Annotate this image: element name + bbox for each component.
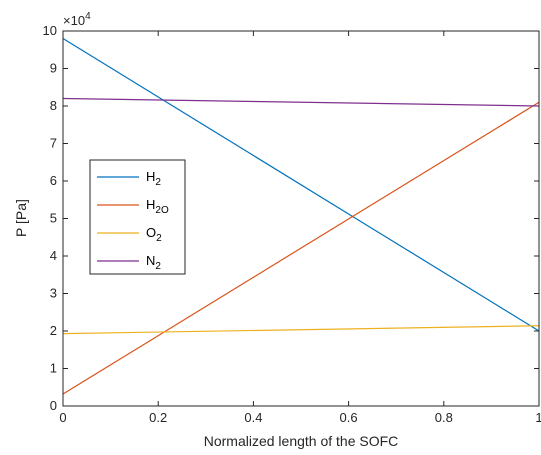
legend-label: H2O (146, 197, 169, 216)
x-tick-label: 0.4 (244, 410, 262, 425)
y-tick-label: 6 (50, 173, 57, 188)
y-tick-label: 4 (50, 248, 57, 263)
x-tick-label: 0 (59, 410, 66, 425)
series-line-o2 (62, 325, 540, 335)
y-tick-label: 9 (50, 61, 57, 76)
legend-box (89, 159, 186, 275)
legend-label: N2 (146, 253, 161, 272)
y-tick-label: 8 (50, 98, 57, 113)
series-layer (62, 37, 540, 395)
y-tick-label: 1 (50, 361, 57, 376)
legend: H2 H2O O2 N2 (89, 159, 186, 275)
y-tick-label: 2 (50, 323, 57, 338)
series-line-h2 (62, 37, 540, 332)
plot-area-border (62, 30, 540, 407)
legend-label: O2 (146, 225, 162, 244)
y-tick-label: 10 (43, 23, 57, 38)
y-exponent: ×104 (63, 11, 91, 28)
x-tick-label: 0.6 (340, 410, 358, 425)
y-tick-label: 5 (50, 211, 57, 226)
series-line-n2 (62, 97, 540, 107)
x-tick-label: 0.2 (149, 410, 167, 425)
x-tick-label: 0.8 (435, 410, 453, 425)
y-tick-label: 0 (50, 398, 57, 413)
x-axis-title: Normalized length of the SOFC (204, 433, 399, 449)
y-tick-label: 3 (50, 286, 57, 301)
series-line-h2o (62, 101, 540, 395)
y-tick-label: 7 (50, 136, 57, 151)
legend-label: H2 (146, 169, 161, 188)
x-tick-label: 1 (535, 410, 541, 425)
y-axis-title: P [Pa] (13, 199, 29, 237)
